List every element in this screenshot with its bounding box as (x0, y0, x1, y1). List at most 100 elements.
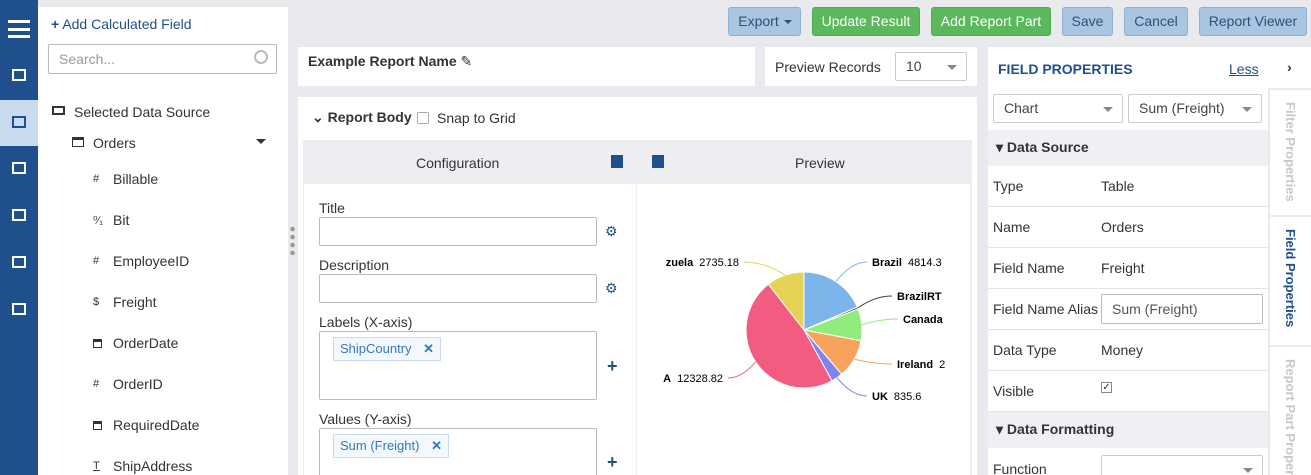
field-type-icon: # (93, 255, 100, 267)
title-label: Title (319, 200, 345, 216)
chip-text: ShipCountry (340, 341, 412, 356)
description-label: Description (319, 257, 390, 273)
nav-item-active[interactable] (0, 100, 38, 146)
nav-item[interactable] (0, 193, 38, 239)
report-name[interactable]: Example Report Name (308, 53, 457, 69)
pie-slice (767, 271, 805, 332)
data-label: zuela 2735.18 (666, 257, 739, 269)
report-body-title: Report Body (327, 109, 412, 125)
function-label: Function (993, 461, 1047, 475)
menu-icon[interactable] (8, 20, 30, 38)
field-item[interactable]: Billable (113, 171, 159, 187)
label-name: Ireland (897, 359, 933, 371)
description-input[interactable] (319, 274, 597, 303)
report-name-box: Example Report Name ✎ (298, 47, 755, 86)
settings-icon[interactable]: ⚙ (605, 280, 618, 296)
data-label: Ireland 2 (897, 359, 945, 371)
label-value: 835.6 (894, 391, 922, 403)
less-link[interactable]: Less (1229, 61, 1259, 77)
add-field-button[interactable]: + Add Calculated Field (51, 16, 192, 32)
visible-checkbox[interactable]: ✓ (1101, 382, 1112, 393)
toolbar-button[interactable]: Cancel (1124, 7, 1188, 36)
labels-input[interactable]: ShipCountry ✕ (319, 331, 597, 400)
toolbar-button[interactable]: Report Viewer (1199, 7, 1307, 36)
nav-item[interactable] (0, 53, 38, 99)
report-body-toggle[interactable]: ⌄ Report Body (312, 109, 412, 125)
preview-panel: Brazil 4814.3 BrazilRT Canada Ireland 2 UK 835.… (637, 184, 970, 475)
preview-records-select[interactable]: 10 (895, 52, 967, 81)
collapse-icon[interactable] (611, 155, 623, 168)
data-source-label: Selected Data Source (74, 104, 211, 120)
field-item[interactable]: Freight (113, 294, 157, 310)
nav-item[interactable] (0, 240, 38, 286)
property-value: Orders (1101, 219, 1144, 235)
chart-type-value: Chart (1004, 100, 1039, 116)
nav-item[interactable] (0, 287, 38, 333)
section-header[interactable]: ▾ Data Source (988, 130, 1268, 166)
data-label: Canada (903, 314, 944, 326)
resize-handle[interactable] (290, 225, 295, 255)
chip-remove[interactable]: ✕ (431, 438, 442, 453)
settings-icon[interactable]: ⚙ (605, 223, 618, 239)
snap-checkbox[interactable] (417, 112, 429, 124)
pie-slice (745, 283, 833, 389)
side-tab[interactable]: Report Part Properties (1270, 347, 1311, 475)
folder-icon (52, 106, 65, 115)
label-name: Canada (903, 314, 944, 326)
pie-group: Brazil 4814.3 BrazilRT Canada Ireland 2 UK 835.… (663, 257, 945, 403)
edit-icon[interactable]: ✎ (460, 53, 473, 69)
property-label: Type (993, 178, 1024, 194)
toolbar-button[interactable]: Update Result (812, 7, 920, 36)
title-input[interactable] (319, 217, 597, 246)
side-tab[interactable]: Field Properties (1270, 217, 1311, 345)
chip-remove[interactable]: ✕ (423, 341, 435, 356)
property-row: Visible ✓ (988, 371, 1268, 412)
table-name[interactable]: Orders (93, 135, 136, 151)
toolbar-button[interactable]: Export (728, 7, 801, 36)
label-name: zuela (666, 257, 694, 269)
preview-records-label: Preview Records (775, 59, 881, 75)
configuration-header: Configuration (416, 155, 500, 171)
collapse-arrow[interactable]: › (1268, 47, 1311, 88)
connector (743, 261, 786, 276)
data-label: Brazil 4814.3 (872, 257, 942, 269)
chart-type-select[interactable]: Chart (993, 94, 1123, 123)
property-value: Freight (1101, 260, 1145, 276)
data-label: UK 835.6 (872, 391, 921, 403)
property-label: Name (993, 219, 1031, 235)
search-input[interactable]: Search... (48, 44, 277, 74)
property-label: Visible (993, 383, 1034, 399)
add-icon[interactable]: + (607, 356, 618, 376)
add-icon[interactable]: + (607, 452, 618, 472)
search-icon (254, 50, 268, 64)
property-value: Table (1101, 178, 1135, 194)
field-item[interactable]: ShipAddress (113, 458, 193, 474)
alias-input[interactable]: Sum (Freight) (1101, 294, 1263, 324)
toolbar-button[interactable]: Save (1062, 7, 1113, 36)
preview-records-box: Preview Records 10 (765, 47, 977, 86)
field-chip: ShipCountry ✕ (333, 337, 442, 361)
connector (861, 318, 899, 326)
field-chip: Sum (Freight) ✕ (333, 434, 449, 458)
field-item[interactable]: OrderID (113, 376, 163, 392)
field-item[interactable]: EmployeeID (113, 253, 190, 269)
field-select[interactable]: Sum (Freight) (1128, 94, 1262, 123)
field-item[interactable]: Bit (113, 212, 130, 228)
data-label: BrazilRT (897, 291, 942, 303)
toolbar-button[interactable]: Add Report Part (931, 7, 1051, 36)
expand-icon[interactable] (652, 155, 664, 168)
property-label: Field Name (993, 260, 1065, 276)
values-input[interactable]: Sum (Freight) ✕ (319, 428, 597, 475)
function-select[interactable] (1101, 455, 1263, 475)
property-row: Field Name Alias Sum (Freight) (988, 289, 1268, 330)
expand-caret[interactable] (256, 139, 266, 144)
property-label: Data Type (993, 342, 1057, 358)
side-tab[interactable]: Filter Properties (1270, 90, 1311, 215)
field-type-icon: # (93, 378, 100, 390)
field-item[interactable]: RequiredDate (113, 417, 200, 433)
field-type-icon (93, 339, 102, 348)
connector (836, 377, 868, 397)
field-item[interactable]: OrderDate (113, 335, 179, 351)
nav-item[interactable] (0, 146, 38, 192)
section-header[interactable]: ▾ Data Formatting (988, 412, 1268, 448)
